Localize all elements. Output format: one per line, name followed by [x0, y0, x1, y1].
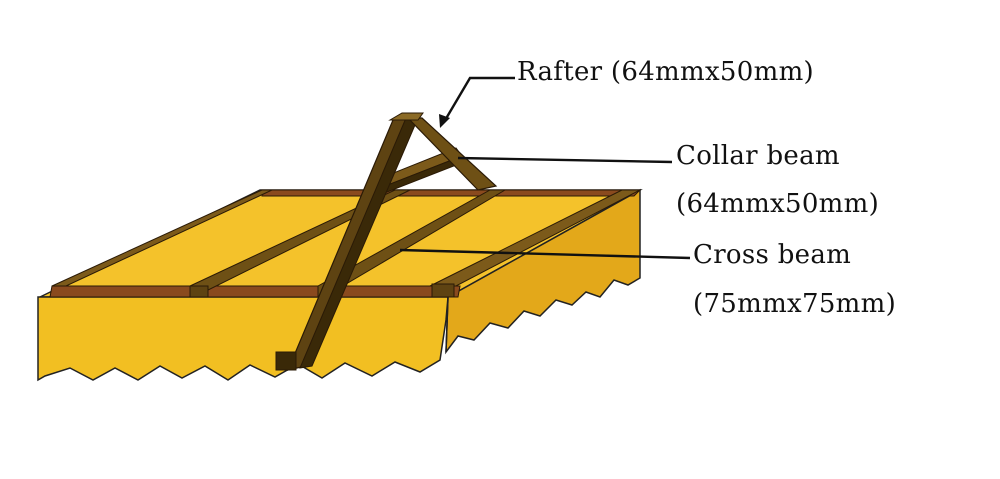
- rafters: [275, 112, 498, 371]
- base-block: [37, 188, 643, 382]
- beam-end-2: [431, 283, 455, 298]
- cross-beam-label: Cross beam: [693, 240, 852, 270]
- rafter-foot: [275, 351, 297, 371]
- front-wall-plate: [49, 285, 461, 298]
- rafter-leader: [442, 76, 515, 123]
- leader-lines: [399, 76, 691, 260]
- rafter-leader-arrow: [439, 114, 450, 128]
- collar-beam-label: Collar beam: [676, 141, 840, 171]
- cross-beam-leader: [399, 248, 691, 260]
- base-side-face: [445, 188, 641, 355]
- collar-beam-size-label: (64mmx50mm): [676, 189, 880, 219]
- rafter-label: Rafter (64mmx50mm): [517, 57, 814, 87]
- base-front-face: [37, 296, 449, 382]
- rafter-apex: [388, 112, 424, 121]
- beam-end-1: [189, 285, 209, 298]
- collar-beam-leader: [457, 156, 673, 164]
- base-front-edge: [445, 296, 449, 353]
- back-wall-plate: [261, 189, 642, 197]
- cross-beam-size-label: (75mmx75mm): [693, 289, 897, 319]
- left-wall-plate: [51, 189, 273, 287]
